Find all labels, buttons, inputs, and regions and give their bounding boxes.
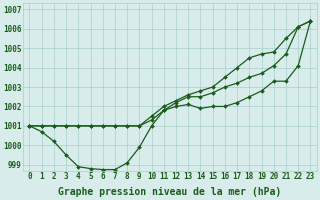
X-axis label: Graphe pression niveau de la mer (hPa): Graphe pression niveau de la mer (hPa) bbox=[58, 186, 282, 197]
